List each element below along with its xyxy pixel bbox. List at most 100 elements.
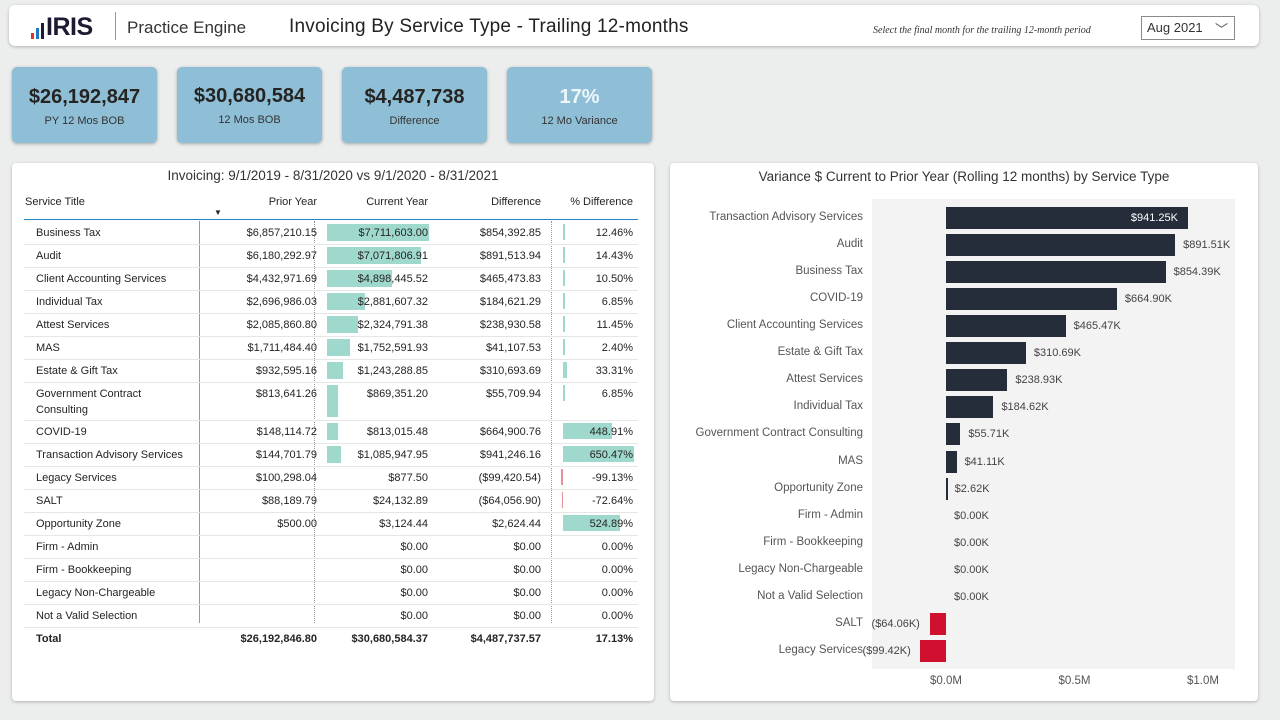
table-row[interactable]: COVID-19 $148,114.72 $813,015.48 $664,900.7… xyxy=(24,420,638,444)
cell-cy: $0.00 xyxy=(400,610,428,622)
table-row[interactable]: Legacy Services $100,298.04 $877.50 ($99,42… xyxy=(24,466,638,490)
kpi-label: 12 Mos BOB xyxy=(218,114,281,126)
kpi-card-variance[interactable]: 17% 12 Mo Variance xyxy=(507,67,652,143)
month-select-value: Aug 2021 xyxy=(1147,20,1203,35)
data-label: ($64.06K) xyxy=(871,617,920,630)
kpi-value: $26,192,847 xyxy=(28,86,141,108)
chart-bar[interactable] xyxy=(920,639,946,662)
data-label: $854.39K xyxy=(1173,266,1221,279)
category-label: Transaction Advisory Services xyxy=(709,211,863,223)
table-row[interactable]: Opportunity Zone $500.00 $3,124.44 $2,624.4… xyxy=(24,512,638,536)
cell-name: COVID-19 xyxy=(36,426,87,438)
cell-cy: $2,881,607.32 xyxy=(357,296,428,308)
chart-bar[interactable] xyxy=(946,477,948,500)
cell-name: Client Accounting Services xyxy=(36,273,167,285)
cell-pct: 650.47% xyxy=(589,449,633,461)
kpi-card-cy[interactable]: $30,680,584 12 Mos BOB xyxy=(177,67,322,143)
chart-bar[interactable] xyxy=(946,369,1008,392)
category-label: Legacy Services xyxy=(778,643,863,656)
category-label: MAS xyxy=(838,454,863,467)
column-header-current-year[interactable]: Current Year xyxy=(366,196,428,208)
cell-pct: -99.13% xyxy=(592,472,633,484)
cell-pct: 12.46% xyxy=(595,227,633,239)
data-label: $941.25K xyxy=(1130,212,1178,224)
table-row[interactable]: MAS $1,711,484.40 $1,752,591.93 $41,107.53 2… xyxy=(24,336,638,360)
category-label: Attest Services xyxy=(786,373,863,386)
cell-name: Opportunity Zone xyxy=(36,518,121,530)
chart-bar[interactable] xyxy=(946,288,1117,311)
cell-pct: 10.50% xyxy=(595,273,633,285)
category-label: Firm - Admin xyxy=(797,508,863,521)
table-row[interactable]: Estate & Gift Tax $932,595.16 $1,243,288.8… xyxy=(24,359,638,383)
column-header-difference[interactable]: Difference xyxy=(491,196,541,208)
page-title: Invoicing By Service Type - Trailing 12-… xyxy=(289,16,689,37)
current-year-databar xyxy=(327,446,341,463)
cell-pct: 0.00% xyxy=(601,541,633,553)
table-row[interactable]: Transaction Advisory Services $144,701.79… xyxy=(24,443,638,467)
table-row[interactable]: Government Contract Consulting $813,641.2… xyxy=(24,382,638,421)
pct-difference-databar-negative xyxy=(561,469,563,485)
table-row[interactable]: Firm - Admin $0.00 $0.00 0.00% xyxy=(24,535,638,559)
cell-pct: 6.85% xyxy=(601,388,633,400)
sort-desc-icon[interactable]: ▼ xyxy=(214,208,222,217)
table-row[interactable]: Audit $6,180,292.97 $7,071,806.91 $891,513.… xyxy=(24,244,638,268)
logo-divider xyxy=(115,12,116,40)
chart-bar[interactable] xyxy=(946,396,994,419)
table-row[interactable]: Attest Services $2,085,860.80 $2,324,791.3… xyxy=(24,313,638,337)
cell-pct: 0.00% xyxy=(601,564,633,576)
chart-bar[interactable] xyxy=(946,261,1166,284)
cell-pct: 524.89% xyxy=(589,518,633,530)
total-name: Total xyxy=(36,633,62,645)
cell-cy: $7,711,603.00 xyxy=(358,227,428,239)
cell-pct: 2.40% xyxy=(601,342,633,354)
chart-bar[interactable] xyxy=(946,423,961,446)
table-row[interactable]: Individual Tax $2,696,986.03 $2,881,607.32… xyxy=(24,290,638,314)
current-year-databar xyxy=(327,385,338,417)
chart-bar[interactable] xyxy=(929,612,946,635)
cell-py: $932,595.16 xyxy=(255,365,317,377)
table-row[interactable]: SALT $88,189.79 $24,132.89 ($64,056.90) -72.… xyxy=(24,489,638,513)
category-label: Legacy Non-Chargeable xyxy=(738,562,863,575)
month-select[interactable]: Aug 2021 ﹀ xyxy=(1141,16,1235,40)
kpi-value: $30,680,584 xyxy=(193,85,306,107)
cell-pct: 6.85% xyxy=(601,296,633,308)
cell-name: Firm - Bookkeeping xyxy=(36,564,132,576)
chevron-down-icon: ﹀ xyxy=(1214,22,1228,37)
chart-bar[interactable] xyxy=(946,342,1026,365)
data-label: $891.51K xyxy=(1183,239,1231,252)
current-year-databar xyxy=(327,224,429,241)
chart-bar[interactable] xyxy=(946,207,1188,229)
cell-cy: $1,243,288.85 xyxy=(357,365,428,377)
table-total-row: Total $26,192,846.80 $30,680,584.37 $4,487,… xyxy=(24,627,638,650)
column-header-service[interactable]: Service Title xyxy=(25,196,85,208)
column-header-pct-difference[interactable]: % Difference xyxy=(570,196,633,208)
cell-diff: $41,107.53 xyxy=(485,342,541,354)
column-header-prior-year[interactable]: Prior Year xyxy=(268,196,317,208)
chart-bar[interactable] xyxy=(946,234,1176,257)
pct-difference-databar xyxy=(563,339,565,355)
table-row[interactable]: Not a Valid Selection $0.00 $0.00 0.00% xyxy=(24,604,638,628)
category-label: Firm - Bookkeeping xyxy=(763,535,863,548)
chart-bar[interactable] xyxy=(946,450,957,473)
total-diff: $4,487,737.57 xyxy=(470,633,541,645)
cell-diff: $854,392.85 xyxy=(479,227,541,239)
iris-logo: IRIS xyxy=(31,15,93,40)
kpi-card-difference[interactable]: $4,487,738 Difference xyxy=(342,67,487,143)
table-row[interactable]: Business Tax $6,857,210.15 $7,711,603.00 $8… xyxy=(24,221,638,245)
x-axis-tick-label: $0.0M xyxy=(930,675,962,687)
table-row[interactable]: Firm - Bookkeeping $0.00 $0.00 0.00% xyxy=(24,558,638,582)
pct-difference-databar xyxy=(563,423,612,439)
cell-name: Business Tax xyxy=(36,227,101,239)
cell-cy: $1,085,947.95 xyxy=(357,449,428,461)
table-row[interactable]: Client Accounting Services $4,432,971.69 $… xyxy=(24,267,638,291)
chart-bar[interactable] xyxy=(946,315,1066,338)
cell-diff: $0.00 xyxy=(513,587,541,599)
kpi-card-py[interactable]: $26,192,847 PY 12 Mos BOB xyxy=(12,67,157,143)
category-label: Estate & Gift Tax xyxy=(777,346,863,359)
pct-difference-databar xyxy=(563,270,565,286)
table-row[interactable]: Legacy Non-Chargeable $0.00 $0.00 0.00% xyxy=(24,581,638,605)
cell-name: Transaction Advisory Services xyxy=(36,449,183,461)
cell-diff: ($64,056.90) xyxy=(478,495,541,507)
cell-cy: $877.50 xyxy=(388,472,428,484)
category-label: Opportunity Zone xyxy=(774,481,863,494)
